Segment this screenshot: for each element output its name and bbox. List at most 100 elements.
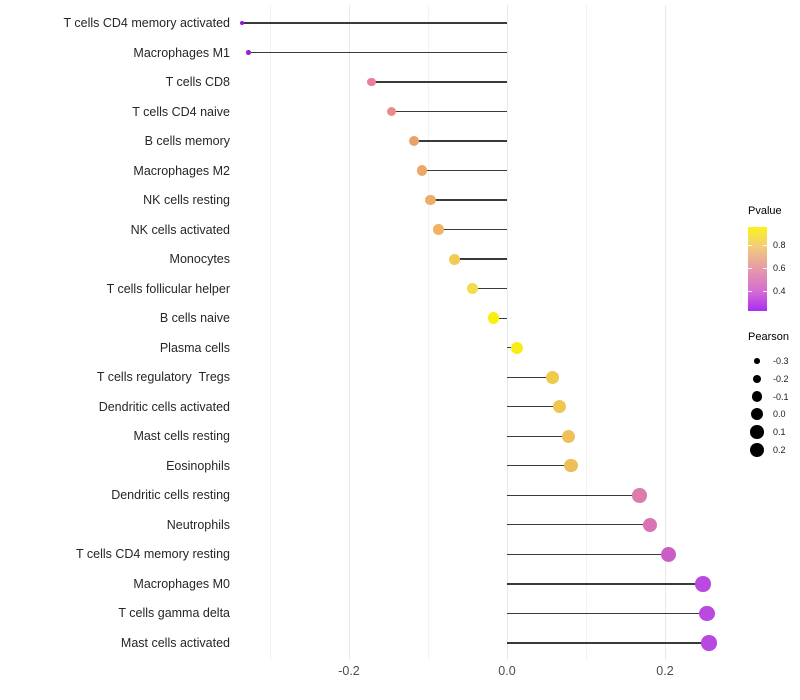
colorbar-tick-label: 0.6 xyxy=(773,263,786,274)
pearson-legend-title: Pearson xyxy=(748,331,789,343)
lollipop-dot xyxy=(448,253,460,265)
lollipop-dot xyxy=(660,546,676,562)
size-legend-dot xyxy=(750,408,764,421)
lollipop-dot xyxy=(699,605,715,622)
colorbar-tick xyxy=(748,268,752,270)
row-label: Monocytes xyxy=(169,252,230,267)
lollipop-dot xyxy=(562,429,576,443)
lollipop-stem xyxy=(507,553,669,555)
lollipop-stem xyxy=(391,110,507,113)
lollipop-dot xyxy=(246,50,251,55)
row-label: T cells follicular helper xyxy=(106,281,230,296)
lollipop-stem xyxy=(248,51,507,54)
row-label: NK cells resting xyxy=(143,193,230,208)
size-legend-label: -0.1 xyxy=(773,391,789,402)
colorbar-tick-label: 0.4 xyxy=(773,285,786,296)
gridline-minor xyxy=(427,5,429,660)
lollipop-dot xyxy=(366,77,376,87)
colorbar-tick xyxy=(763,245,767,247)
gridline-major xyxy=(664,5,666,660)
row-label: Macrophages M2 xyxy=(133,163,230,178)
lollipop-stem xyxy=(507,494,640,496)
lollipop-dot xyxy=(695,576,711,592)
lollipop-dot xyxy=(240,20,245,26)
gridline-major xyxy=(348,5,350,660)
lollipop-stem xyxy=(507,465,571,467)
row-label: T cells CD4 memory activated xyxy=(63,16,231,30)
lollipop-dot xyxy=(701,635,718,651)
lollipop-dot xyxy=(408,136,419,147)
lollipop-dot xyxy=(632,488,647,503)
lollipop-stem xyxy=(472,287,507,290)
size-legend-dot xyxy=(750,425,764,439)
x-tick-label: 0.0 xyxy=(498,664,516,678)
size-legend-dot xyxy=(752,374,762,383)
lollipop-stem xyxy=(371,81,507,83)
lollipop-dot xyxy=(416,165,427,176)
row-label: T cells CD4 memory resting xyxy=(76,547,230,562)
row-label: Neutrophils xyxy=(166,517,230,532)
gridline-minor xyxy=(269,5,271,660)
x-axis: -0.2 0.0 0.2 xyxy=(0,660,740,684)
lollipop-stem xyxy=(507,406,560,408)
row-label: Plasma cells xyxy=(159,340,230,355)
row-label: Eosinophils xyxy=(166,458,230,473)
lollipop-stem xyxy=(507,612,707,615)
size-legend-dot xyxy=(751,391,763,402)
lollipop-stem xyxy=(454,258,507,260)
lollipop-stem xyxy=(421,169,507,172)
lollipop-dot xyxy=(564,459,578,473)
lollipop-dot xyxy=(386,106,397,117)
lollipop-stem xyxy=(430,199,507,201)
size-legend-label: 0.1 xyxy=(773,427,786,438)
size-legend-dot xyxy=(749,442,765,458)
colorbar-tick xyxy=(748,290,752,292)
lollipop-stem xyxy=(493,317,507,319)
lollipop-dot xyxy=(487,312,500,325)
lollipop-dot xyxy=(642,517,658,533)
plot-panel: T cells CD4 memory activated Macrophages … xyxy=(63,5,718,660)
lollipop-stem xyxy=(507,435,569,437)
row-label: T cells gamma delta xyxy=(118,606,230,621)
row-label: T cells regulatory Tregs xyxy=(96,370,230,385)
row-label: Mast cells resting xyxy=(133,429,230,444)
row-label: B cells naive xyxy=(159,311,230,326)
colorbar-tick xyxy=(748,245,752,247)
row-label: T cells CD4 naive xyxy=(132,104,230,119)
lollipop-dot xyxy=(552,400,566,414)
pearson-legend: Pearson -0.3 -0.2 -0.1 0.0 0.1 0.2 xyxy=(748,331,800,466)
row-label: T cells CD8 xyxy=(165,75,230,90)
lollipop-dot xyxy=(466,283,478,295)
size-legend-label: 0.0 xyxy=(773,409,786,420)
gridline-major xyxy=(506,5,508,660)
row-label: Mast cells activated xyxy=(120,635,230,650)
pvalue-colorbar xyxy=(748,227,767,311)
row-label: Macrophages M1 xyxy=(133,45,230,60)
lollipop-stem xyxy=(413,140,507,142)
size-legend-label: -0.2 xyxy=(773,373,789,384)
lollipop-dot xyxy=(546,370,560,384)
row-label: Macrophages M0 xyxy=(133,576,230,591)
lollipop-stem xyxy=(507,376,553,378)
size-legend-label: 0.2 xyxy=(773,445,786,455)
row-label: B cells memory xyxy=(144,134,230,149)
lollipop-dot xyxy=(511,341,524,354)
size-legend-label: -0.3 xyxy=(773,356,789,366)
x-tick-label: -0.2 xyxy=(338,664,360,678)
row-label: Dendritic cells activated xyxy=(98,399,230,414)
pvalue-legend-title: Pvalue xyxy=(748,205,782,217)
size-legend-dot xyxy=(754,358,760,364)
lollipop-dot xyxy=(432,224,444,235)
lollipop-stem xyxy=(242,22,507,24)
lollipop-dot xyxy=(425,194,436,206)
row-label: Dendritic cells resting xyxy=(111,488,230,503)
pvalue-legend: Pvalue 0.8 0.6 0.4 xyxy=(748,205,800,320)
colorbar-tick-label: 0.8 xyxy=(773,240,786,251)
row-label: NK cells activated xyxy=(130,222,230,237)
colorbar-tick xyxy=(763,290,767,292)
lollipop-stem xyxy=(507,524,650,526)
colorbar-tick xyxy=(763,268,767,270)
lollipop-stem xyxy=(507,642,710,644)
lollipop-stem xyxy=(438,228,507,231)
